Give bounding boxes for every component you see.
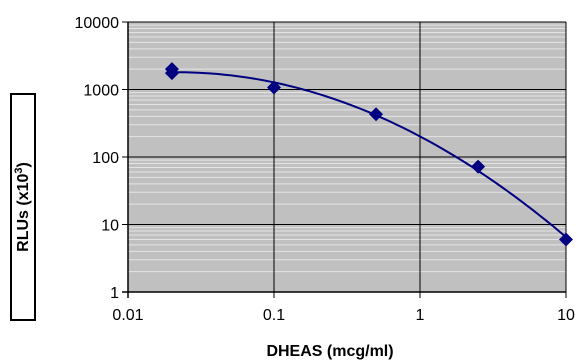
- y-tick-label: 100: [92, 150, 119, 167]
- trendline: [172, 71, 567, 238]
- x-tick-labels: 0.01 0.1 1 10: [112, 307, 575, 324]
- x-tick-label: 10: [557, 307, 575, 324]
- x-tick-label: 1: [416, 307, 425, 324]
- y-axis-title-exponent: 3: [12, 167, 25, 174]
- y-axis-title-close: ): [15, 162, 33, 168]
- x-tick-label: 0.01: [112, 307, 143, 324]
- data-points: [164, 62, 573, 247]
- data-point: [267, 80, 281, 95]
- data-point: [559, 232, 573, 247]
- y-tick-label: 1: [110, 285, 119, 302]
- data-point: [164, 66, 179, 81]
- axes: [122, 21, 567, 298]
- x-axis-title: DHEAS (mcg/ml): [266, 343, 393, 360]
- x-tick-label: 0.1: [263, 307, 285, 324]
- y-axis-title-box: RLUs (x103): [10, 93, 36, 321]
- y-tick-labels: 1 10 100 1000 10000: [75, 15, 120, 302]
- y-axis-title: RLUs (x103): [13, 162, 33, 252]
- y-tick-label: 10: [101, 218, 119, 235]
- y-axis-title-main: RLUs (x10: [15, 173, 33, 252]
- data-point: [471, 159, 486, 174]
- minor-gridlines: [128, 24, 566, 273]
- y-tick-label: 10000: [75, 15, 120, 32]
- y-tick-label: 1000: [83, 83, 119, 100]
- data-point: [369, 107, 384, 122]
